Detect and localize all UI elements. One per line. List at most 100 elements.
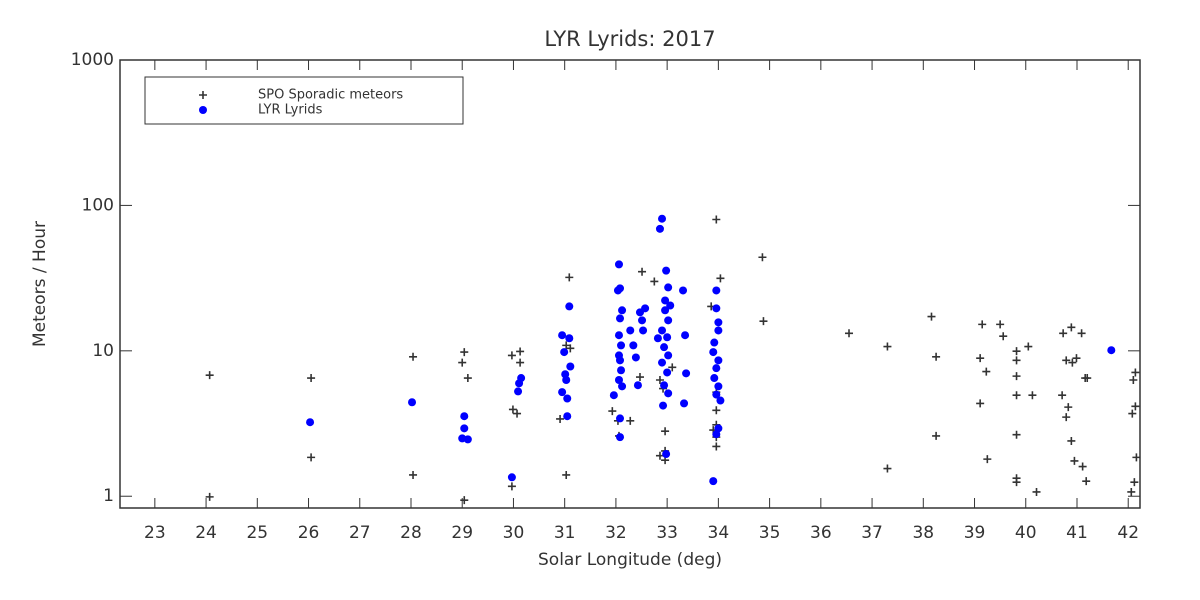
plus-marker <box>983 455 992 464</box>
circle-marker <box>617 366 626 375</box>
circle-marker <box>664 316 673 325</box>
plus-marker <box>883 464 892 473</box>
legend-label: LYR Lyrids <box>258 103 323 118</box>
circle-marker <box>613 286 622 295</box>
x-tick-label: 38 <box>912 523 934 543</box>
plus-marker <box>976 354 985 363</box>
plus-marker <box>655 376 664 384</box>
circle-marker <box>681 331 690 340</box>
plus-marker <box>1082 477 1091 486</box>
plus-marker <box>932 352 941 361</box>
plus-marker <box>978 320 987 329</box>
plus-marker <box>460 496 469 505</box>
plus-marker <box>1012 347 1021 356</box>
circle-marker <box>680 399 689 408</box>
x-tick-label: 40 <box>1015 523 1037 543</box>
x-tick-label: 23 <box>144 523 166 543</box>
plus-marker <box>307 374 316 383</box>
plus-marker <box>409 470 418 479</box>
circle-marker <box>616 356 625 365</box>
plus-marker <box>513 409 522 418</box>
plus-marker <box>650 277 659 286</box>
plus-marker <box>1012 356 1021 365</box>
plus-marker <box>638 267 647 276</box>
plus-marker <box>712 406 721 415</box>
circle-marker <box>709 348 718 357</box>
plus-marker <box>1130 478 1139 487</box>
x-tick-label: 37 <box>861 523 883 543</box>
circle-marker <box>560 348 569 357</box>
circle-marker <box>712 286 721 295</box>
legend-label: SPO Sporadic meteors <box>258 88 403 103</box>
circle-marker <box>664 351 673 360</box>
plus-marker <box>712 442 721 451</box>
plus-marker <box>1024 342 1033 351</box>
x-tick-label: 25 <box>246 523 268 543</box>
plot-frame <box>119 59 1141 509</box>
plus-marker <box>1028 391 1037 400</box>
plus-marker <box>1067 436 1076 445</box>
circle-marker <box>714 326 723 335</box>
x-tick-label: 26 <box>298 523 320 543</box>
plus-marker <box>1058 391 1067 400</box>
circle-marker <box>514 387 523 396</box>
plus-marker <box>199 91 207 99</box>
circle-marker <box>616 414 625 423</box>
x-tick-label: 24 <box>195 523 217 543</box>
circle-marker <box>653 334 662 343</box>
circle-marker <box>633 381 642 390</box>
circle-marker <box>199 106 207 114</box>
circle-marker <box>714 382 723 391</box>
plus-marker <box>562 341 571 350</box>
circle-marker <box>710 374 719 383</box>
plus-marker <box>205 371 214 380</box>
circle-marker <box>638 316 647 325</box>
circle-marker <box>712 390 721 399</box>
circle-marker <box>616 433 625 442</box>
circle-marker <box>662 450 671 459</box>
x-tick-label: 28 <box>400 523 422 543</box>
circle-marker <box>616 314 625 323</box>
x-tick-label: 31 <box>554 523 576 543</box>
circle-marker <box>517 374 526 383</box>
circle-marker <box>629 341 638 350</box>
plus-marker <box>508 405 517 414</box>
y-tick-label: 1 <box>103 486 114 506</box>
circle-marker <box>1107 346 1116 355</box>
circle-marker <box>609 391 618 400</box>
plus-marker <box>458 358 467 367</box>
circle-marker <box>658 358 667 367</box>
plus-marker <box>1012 372 1021 381</box>
plus-marker <box>460 348 469 357</box>
plus-marker <box>516 347 525 356</box>
plus-marker <box>883 342 892 351</box>
circle-marker <box>618 382 627 391</box>
x-tick-label: 36 <box>810 523 832 543</box>
plus-marker <box>927 312 936 321</box>
circle-marker <box>618 306 627 315</box>
x-axis-label: Solar Longitude (deg) <box>538 550 722 570</box>
plus-marker <box>759 317 768 326</box>
plus-marker <box>999 332 1008 341</box>
circle-marker <box>712 364 721 373</box>
y-tick-label: 1000 <box>71 50 114 70</box>
circle-marker <box>712 430 721 439</box>
chart-title: LYR Lyrids: 2017 <box>544 27 715 51</box>
circle-marker <box>558 331 567 340</box>
plus-marker <box>1059 329 1068 338</box>
circle-marker <box>463 435 472 444</box>
circle-marker <box>563 412 572 421</box>
x-tick-label: 33 <box>656 523 678 543</box>
circle-marker <box>658 214 667 223</box>
plus-marker <box>758 253 767 262</box>
plus-marker <box>409 352 418 361</box>
plus-marker <box>1012 430 1021 439</box>
circle-marker <box>661 306 670 315</box>
plus-marker <box>1068 358 1077 367</box>
plus-marker <box>507 482 516 491</box>
plus-marker <box>507 351 516 360</box>
circle-marker <box>660 343 669 352</box>
plus-marker <box>566 344 575 353</box>
plus-marker <box>1077 329 1086 338</box>
